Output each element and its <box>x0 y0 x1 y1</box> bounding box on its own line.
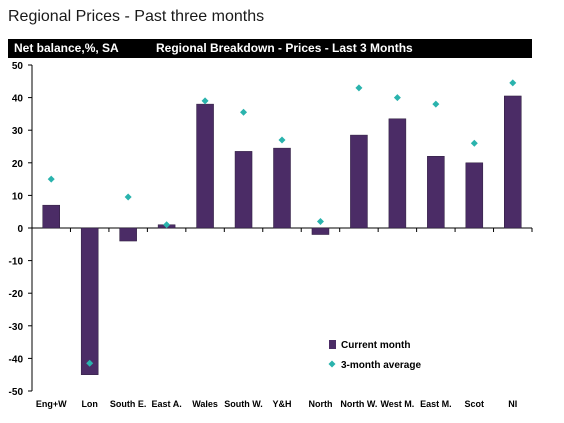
bar <box>119 227 137 242</box>
marker-series <box>47 79 517 367</box>
marker-point <box>47 175 55 183</box>
x-tick-label: East A. <box>152 399 182 409</box>
chart-title: Regional Breakdown - Prices - Last 3 Mon… <box>156 41 413 55</box>
x-tick-label: Eng+W <box>36 399 67 409</box>
legend-label: 3-month average <box>341 360 421 371</box>
marker-point <box>355 84 363 92</box>
legend-label: Current month <box>341 340 410 351</box>
x-tick-label: South E. <box>110 399 147 409</box>
bar <box>234 151 253 229</box>
chart-legend: Current month 3-month average <box>328 340 421 371</box>
legend-swatch-bar <box>329 340 336 349</box>
x-tick-label: Scot <box>465 399 485 409</box>
bar <box>427 156 445 229</box>
marker-point <box>393 94 401 102</box>
marker-point <box>201 97 209 105</box>
x-tick-label: Lon <box>81 399 98 409</box>
bar <box>504 95 522 229</box>
bar <box>196 103 214 229</box>
bar <box>42 204 60 229</box>
bar <box>80 227 99 375</box>
marker-point <box>163 221 171 229</box>
bar-series <box>42 95 522 375</box>
legend-swatch-marker <box>328 360 336 368</box>
y-tick-label: -10 <box>9 257 24 268</box>
chart-axes: 50 40 30 20 10 0 -10 -20 -30 -40 -50 Eng+W Lon South … <box>9 61 533 409</box>
x-tick-label: Wales <box>192 399 218 409</box>
y-tick-label: -40 <box>9 354 24 365</box>
y-tick-label: -30 <box>9 322 24 333</box>
y-tick-label: 0 <box>17 224 23 235</box>
x-tick-label: North W. <box>340 399 377 409</box>
marker-point <box>240 108 248 116</box>
y-tick-label: -20 <box>9 289 24 300</box>
bar <box>388 118 407 229</box>
bar <box>350 134 368 229</box>
x-tick-label: South W. <box>224 399 263 409</box>
page-title: Regional Prices - Past three months <box>8 8 265 25</box>
y-tick-label: -50 <box>9 387 24 398</box>
y-tick-label: 40 <box>12 94 24 105</box>
bar <box>465 162 484 229</box>
marker-point <box>316 217 324 225</box>
x-tick-label: NI <box>508 399 517 409</box>
y-tick-label: 50 <box>12 61 24 72</box>
y-tick-label: 20 <box>12 159 24 170</box>
marker-point <box>509 79 517 87</box>
marker-point <box>470 139 478 147</box>
marker-point <box>86 359 94 367</box>
x-tick-label: North <box>308 399 332 409</box>
bar <box>311 227 330 235</box>
marker-point <box>278 136 286 144</box>
bar <box>273 147 291 229</box>
marker-point <box>432 100 440 108</box>
y-tick-label: 30 <box>12 126 24 137</box>
y-axis-unit-label: Net balance,%, SA <box>14 41 119 55</box>
chart-header-bar: Net balance,%, SA Regional Breakdown - P… <box>8 39 532 58</box>
x-tick-label: East M. <box>420 399 452 409</box>
x-tick-label: Y&H <box>272 399 291 409</box>
x-tick-label: West M. <box>380 399 414 409</box>
marker-point <box>124 193 132 201</box>
y-tick-label: 10 <box>12 191 24 202</box>
